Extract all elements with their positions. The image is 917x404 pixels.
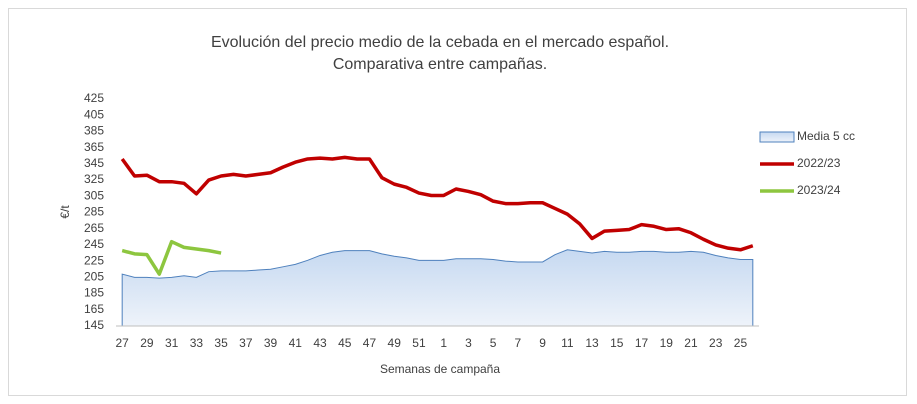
y-tick-label: 285 [84,205,104,219]
x-tick-label: 45 [338,336,352,350]
x-tick-label: 15 [610,336,624,350]
y-tick-label: 145 [84,318,104,332]
chart-title: Evolución del precio medio de la cebada … [211,34,669,51]
x-tick-label: 21 [684,336,698,350]
y-tick-label: 305 [84,188,104,202]
line [121,239,222,276]
x-tick-label: 23 [709,336,723,350]
x-tick-label: 37 [239,336,253,350]
x-tick-label: 41 [289,336,303,350]
x-tick-label: 39 [264,336,278,350]
y-tick-label: 405 [84,107,104,121]
y-tick-label: 325 [84,172,104,186]
y-tick-label: 385 [84,124,104,138]
y-tick-label: 165 [84,302,104,316]
y-tick-label: 425 [84,91,104,105]
x-tick-label: 9 [539,336,546,350]
x-tick-label: 25 [734,336,748,350]
x-axis-label: Semanas de campaña [380,362,500,376]
x-tick-label: 1 [440,336,447,350]
x-tick-label: 13 [585,336,599,350]
y-tick-label: 345 [84,156,104,170]
legend-label: Media 5 cc [797,129,855,143]
x-tick-label: 47 [363,336,377,350]
x-tick-label: 27 [116,336,130,350]
x-tick-label: 3 [465,336,472,350]
x-tick-label: 19 [660,336,674,350]
line [120,155,754,252]
y-tick-label: 225 [84,253,104,267]
y-axis-label: €/t [58,205,72,219]
x-tick-label: 5 [490,336,497,350]
y-tick-label: 205 [84,270,104,284]
legend-swatch [759,131,795,143]
area [121,249,754,327]
x-tick-label: 35 [214,336,228,350]
chart-frame [8,8,907,396]
y-tick-label: 265 [84,221,104,235]
y-tick-label: 185 [84,286,104,300]
x-tick-label: 7 [515,336,522,350]
x-tick-label: 17 [635,336,649,350]
legend-label: 2023/24 [797,183,841,197]
legend-label: 2022/23 [797,156,841,170]
x-tick-label: 29 [140,336,154,350]
x-tick-label: 51 [412,336,426,350]
x-tick-label: 43 [313,336,327,350]
x-tick-label: 31 [165,336,179,350]
x-tick-label: 49 [388,336,402,350]
x-tick-label: 11 [561,336,574,350]
chart-subtitle: Comparativa entre campañas. [333,56,547,73]
y-tick-label: 365 [84,140,104,154]
x-tick-label: 33 [190,336,204,350]
y-tick-label: 245 [84,237,104,251]
